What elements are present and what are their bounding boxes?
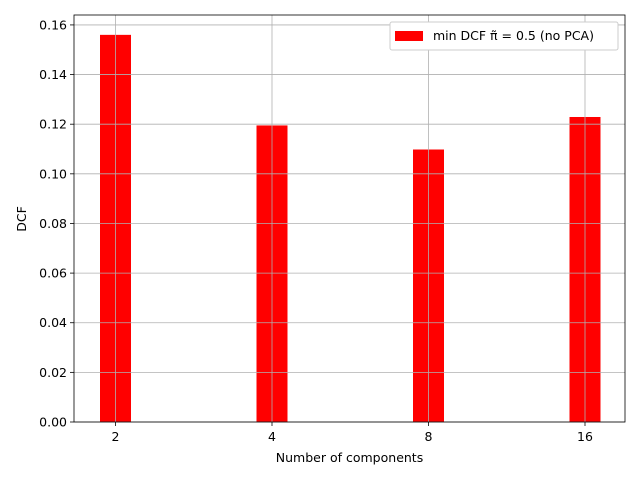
y-tick-label: 0.06 <box>39 266 67 281</box>
axes-frame <box>73 14 626 423</box>
x-tick-label: 16 <box>577 429 593 444</box>
x-tick-label: 2 <box>112 429 120 444</box>
y-tick-label: 0.12 <box>39 117 67 132</box>
y-tick-label: 0.14 <box>39 67 67 82</box>
y-tick-label: 0.16 <box>39 17 67 32</box>
legend-label: min DCF π̃ = 0.5 (no PCA) <box>433 28 594 43</box>
y-tick-label: 0.02 <box>39 365 67 380</box>
legend-swatch <box>395 31 423 41</box>
x-tick-label: 8 <box>425 429 433 444</box>
legend: min DCF π̃ = 0.5 (no PCA) <box>389 21 619 51</box>
x-tick-label: 4 <box>268 429 276 444</box>
y-tick-label: 0.10 <box>39 166 67 181</box>
y-axis-label: DCF <box>14 206 29 232</box>
y-tick-label: 0.04 <box>39 315 67 330</box>
plot-area: 0.00 0.02 0.04 0.06 0.08 0.10 0.12 0.14 0.16 2 4 8 1… <box>39 14 626 444</box>
y-tick-label: 0.00 <box>39 415 67 430</box>
x-axis-label: Number of components <box>276 450 423 465</box>
y-tick-label: 0.08 <box>39 216 67 231</box>
legend-frame <box>389 21 619 51</box>
